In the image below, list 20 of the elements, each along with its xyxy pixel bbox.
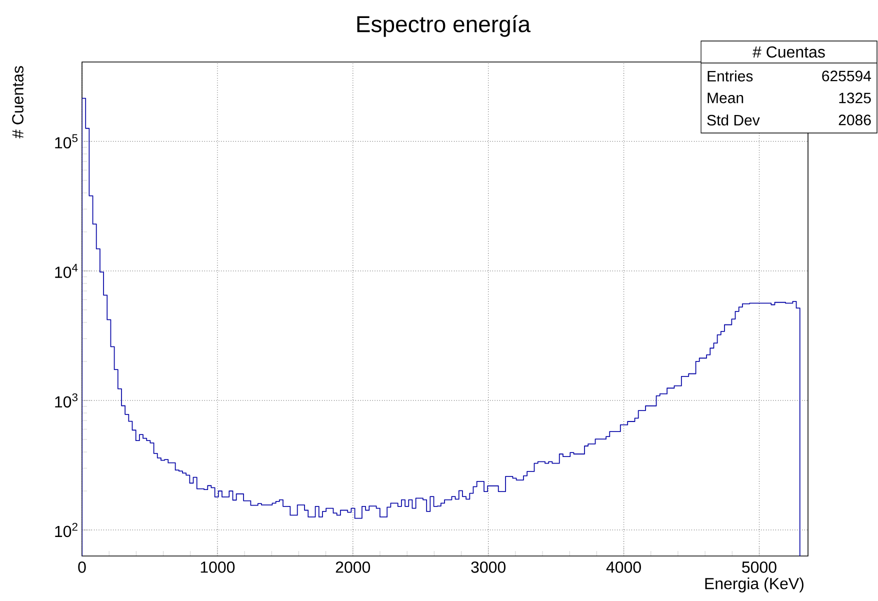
x-tick-label: 0 (78, 562, 86, 573)
y-tick-label: 10$^{5}$ (55, 134, 78, 148)
x-tick-label: 4000 (606, 562, 641, 573)
text: 2086 (838, 114, 871, 126)
x-tick-label: 3000 (471, 562, 506, 573)
x-tick-label: 1000 (200, 562, 235, 573)
x-tick-label: 5000 (742, 562, 776, 573)
text: 1325 (839, 92, 871, 104)
y-tick-label: 10$^{2}$ (55, 522, 78, 538)
text: 625594 (822, 70, 872, 82)
text: # Cuentas (752, 46, 825, 58)
chart-title: Espectro energía (357, 15, 531, 37)
annotation: Std Dev (707, 114, 760, 126)
annotation: Entries (708, 70, 753, 82)
y-tick-label: 10$^{3}$ (55, 393, 78, 408)
x-tick-label: 2000 (336, 562, 370, 573)
x-axis-title: Energia (KeV) (705, 578, 804, 592)
annotation: Mean (708, 92, 744, 104)
y-tick-label: 10$^{4}$ (55, 264, 78, 278)
y-axis-title: # Cuentas (12, 66, 24, 138)
